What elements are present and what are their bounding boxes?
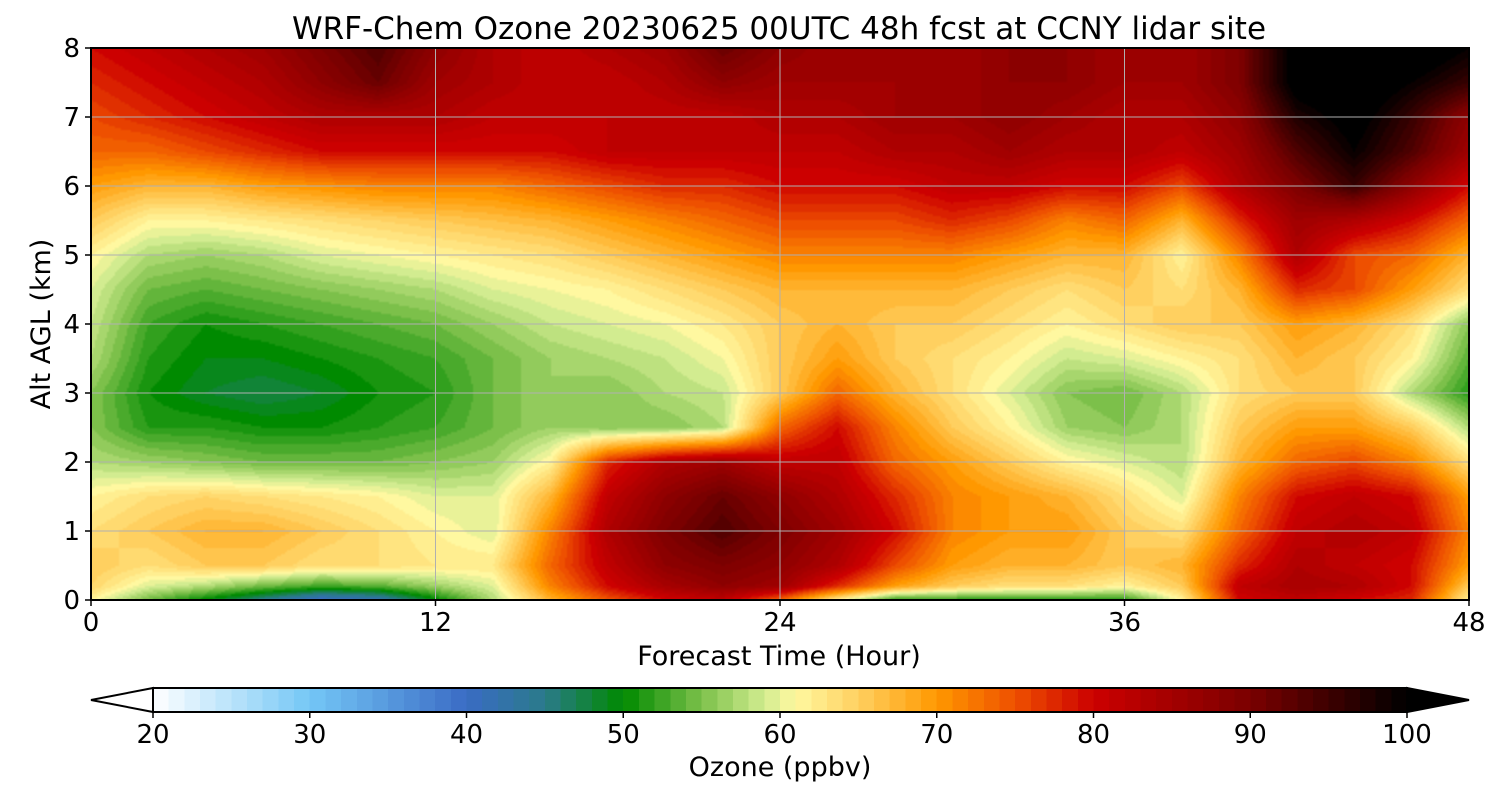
x-tick-label: 48 bbox=[1452, 608, 1485, 638]
colorbar-tick-label: 40 bbox=[450, 720, 483, 750]
colorbar-tick-label: 70 bbox=[920, 720, 953, 750]
plot-area bbox=[90, 47, 1470, 601]
y-tick-label: 0 bbox=[63, 586, 80, 616]
colorbar-tick-label: 60 bbox=[763, 720, 796, 750]
colorbar: 20 30 40 50 60 70 80 90 100 Ozone (ppbv) bbox=[90, 686, 1470, 783]
colorbar-tick-label: 100 bbox=[1382, 720, 1432, 750]
x-tick-label: 24 bbox=[763, 608, 796, 638]
y-axis-ticks: 0 1 2 3 4 5 6 7 8 bbox=[63, 34, 91, 616]
y-tick-label: 1 bbox=[63, 517, 80, 547]
colorbar-tick-label: 80 bbox=[1077, 720, 1110, 750]
x-axis-ticks: 0 12 24 36 48 bbox=[83, 600, 1486, 638]
colorbar-tick-label: 30 bbox=[293, 720, 326, 750]
y-tick-label: 3 bbox=[63, 379, 80, 409]
y-tick-label: 6 bbox=[63, 172, 80, 202]
x-tick-label: 36 bbox=[1108, 608, 1141, 638]
x-tick-label: 0 bbox=[83, 608, 100, 638]
y-tick-label: 4 bbox=[63, 310, 80, 340]
gridlines bbox=[91, 48, 1469, 600]
chart-title: WRF-Chem Ozone 20230625 00UTC 48h fcst a… bbox=[292, 11, 1266, 47]
y-tick-label: 7 bbox=[63, 103, 80, 133]
colorbar-tick-label: 20 bbox=[136, 720, 169, 750]
colorbar-over-arrow bbox=[1406, 686, 1470, 714]
colorbar-body bbox=[152, 687, 1408, 713]
colorbar-ticks: 20 30 40 50 60 70 80 90 100 bbox=[136, 712, 1432, 750]
x-tick-label: 12 bbox=[419, 608, 452, 638]
colorbar-tick-label: 50 bbox=[607, 720, 640, 750]
colorbar-label: Ozone (ppbv) bbox=[689, 752, 872, 783]
y-tick-label: 8 bbox=[63, 34, 80, 64]
colorbar-under-arrow bbox=[90, 686, 154, 714]
y-tick-label: 2 bbox=[63, 448, 80, 478]
y-tick-label: 5 bbox=[63, 241, 80, 271]
colorbar-tick-label: 90 bbox=[1234, 720, 1267, 750]
x-axis-label: Forecast Time (Hour) bbox=[637, 641, 921, 672]
y-axis-label: Alt AGL (km) bbox=[26, 239, 57, 410]
